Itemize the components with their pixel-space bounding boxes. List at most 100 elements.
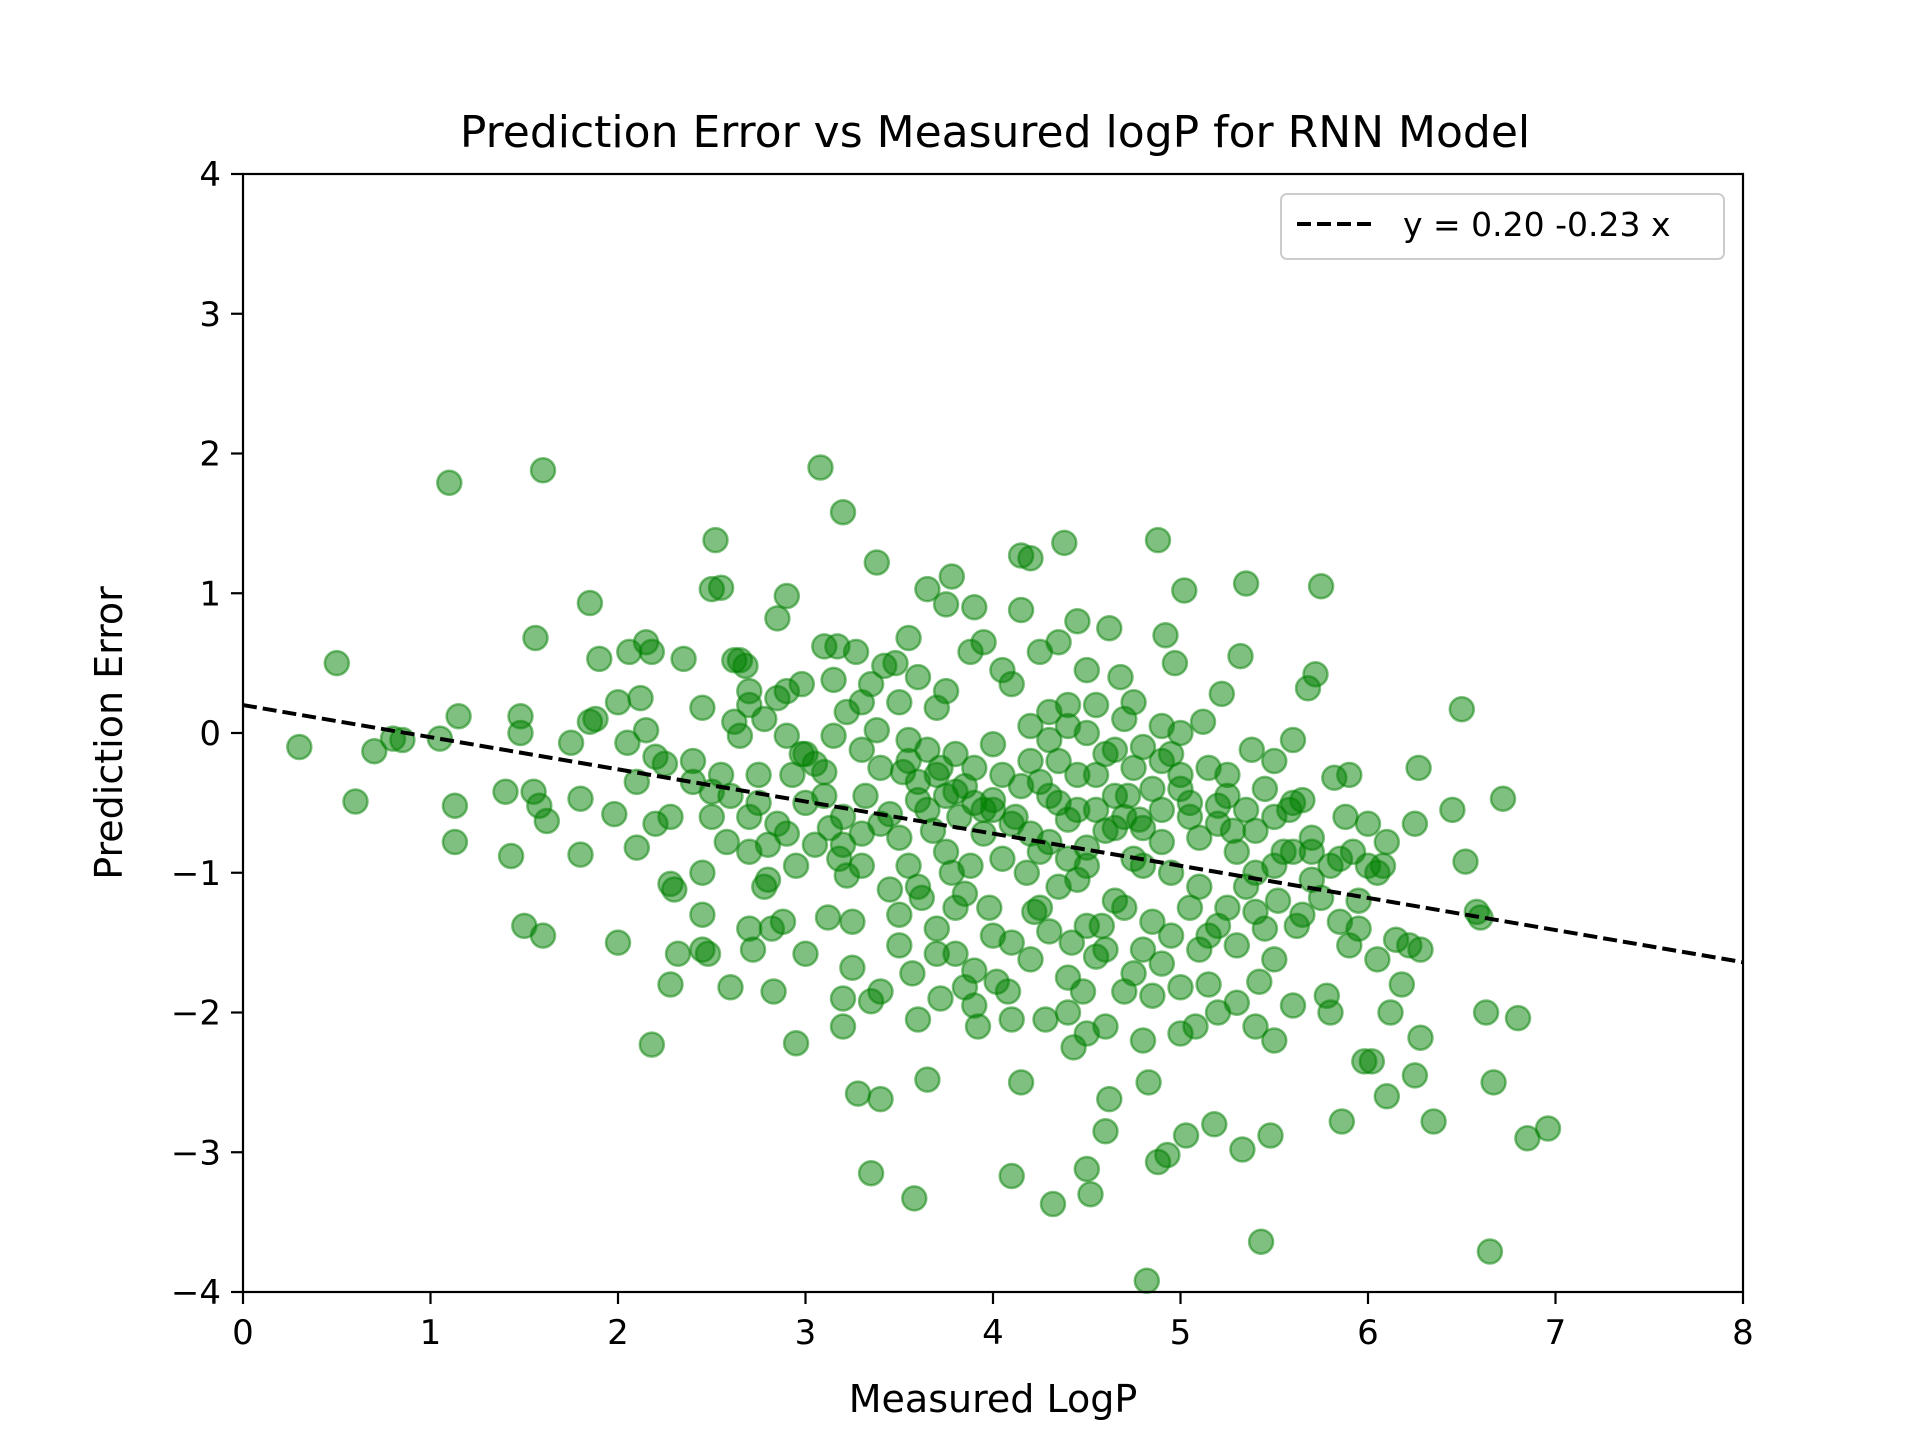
- data-point: [961, 992, 988, 1019]
- y-tick-label: −4: [171, 1273, 221, 1313]
- data-point: [751, 705, 778, 733]
- data-point: [441, 828, 469, 856]
- data-point: [1101, 887, 1129, 914]
- data-point: [1326, 845, 1354, 873]
- x-tick-label: 5: [1170, 1313, 1192, 1353]
- data-point: [1148, 828, 1176, 856]
- data-point: [1405, 754, 1432, 782]
- data-point: [1152, 621, 1179, 649]
- data-point: [1135, 1069, 1162, 1096]
- data-point: [1092, 936, 1119, 963]
- data-point: [1476, 1238, 1504, 1265]
- data-point: [1007, 1069, 1035, 1096]
- data-point: [1480, 1069, 1507, 1096]
- x-tick-label: 3: [795, 1313, 817, 1353]
- data-point: [1017, 545, 1044, 572]
- data-point: [1201, 1111, 1228, 1138]
- data-point: [632, 716, 660, 744]
- data-point: [529, 922, 557, 949]
- data-point: [807, 454, 834, 481]
- y-axis-label: Prediction Error: [87, 586, 131, 880]
- data-point: [576, 589, 604, 617]
- data-point: [1077, 1180, 1104, 1208]
- data-point: [1148, 950, 1176, 977]
- data-point: [1129, 936, 1157, 963]
- data-point: [1251, 775, 1279, 803]
- data-point: [717, 974, 744, 1001]
- data-point: [441, 792, 469, 819]
- data-point: [651, 750, 679, 777]
- data-point: [1007, 596, 1035, 624]
- x-tick-label: 1: [420, 1313, 442, 1353]
- x-axis-label: Measured LogP: [849, 1377, 1138, 1421]
- x-axis: 0 1 2 3 4 5 6 7 8: [232, 1292, 1754, 1353]
- data-point: [792, 740, 819, 768]
- data-point: [829, 831, 857, 859]
- data-point: [970, 628, 997, 656]
- data-points: [286, 454, 1562, 1295]
- data-point: [604, 929, 632, 956]
- data-point: [1073, 1020, 1101, 1047]
- data-point: [1208, 680, 1236, 708]
- data-point: [961, 593, 988, 621]
- data-point: [904, 1006, 932, 1033]
- data-point: [979, 730, 1007, 758]
- data-point: [1298, 866, 1326, 893]
- data-point: [1064, 796, 1091, 824]
- fit-line: [242, 703, 1744, 965]
- data-point: [638, 1031, 666, 1058]
- data-point: [769, 908, 797, 935]
- data-point: [1534, 1115, 1562, 1142]
- data-point: [1261, 747, 1288, 775]
- data-point: [1054, 964, 1082, 991]
- y-tick-label: 0: [199, 714, 221, 754]
- data-point: [1133, 1267, 1161, 1295]
- data-point: [1257, 1122, 1284, 1149]
- y-tick-label: 3: [199, 295, 221, 335]
- data-point: [938, 563, 966, 590]
- data-point: [829, 985, 857, 1012]
- data-point: [1261, 852, 1288, 880]
- data-point: [1111, 978, 1138, 1005]
- x-tick-label: 7: [1545, 1313, 1567, 1353]
- data-point: [567, 785, 594, 812]
- data-point: [904, 663, 932, 691]
- data-point: [1388, 971, 1416, 998]
- data-point: [1017, 712, 1044, 740]
- data-point: [764, 605, 791, 632]
- data-point: [1214, 761, 1241, 789]
- data-point: [726, 722, 754, 750]
- data-point: [754, 866, 782, 893]
- data-point: [1247, 1228, 1275, 1255]
- data-point: [745, 789, 772, 817]
- data-point: [1204, 810, 1232, 838]
- data-point: [1377, 999, 1404, 1026]
- data-point: [1189, 708, 1217, 736]
- data-point: [1036, 726, 1063, 754]
- data-point: [1171, 577, 1198, 604]
- data-point: [1092, 1118, 1119, 1145]
- data-point: [1246, 968, 1273, 996]
- data-point: [1298, 824, 1326, 852]
- data-point: [1054, 999, 1082, 1026]
- data-point: [1195, 971, 1222, 998]
- data-point: [914, 796, 941, 824]
- data-point: [1264, 887, 1292, 914]
- data-point: [342, 788, 369, 815]
- data-point: [961, 957, 988, 984]
- data-point: [713, 828, 741, 856]
- data-point: [932, 677, 960, 705]
- data-point: [1279, 992, 1307, 1019]
- data-point: [323, 649, 351, 677]
- data-point: [1279, 838, 1307, 866]
- data-point: [664, 940, 692, 968]
- y-tick-label: 1: [199, 574, 221, 614]
- data-point: [1373, 1083, 1401, 1110]
- data-point: [689, 901, 716, 928]
- data-point: [627, 684, 654, 712]
- data-point: [661, 876, 688, 903]
- data-point: [998, 929, 1025, 956]
- data-point: [1242, 898, 1269, 926]
- data-point: [773, 582, 801, 610]
- data-point: [1017, 946, 1044, 973]
